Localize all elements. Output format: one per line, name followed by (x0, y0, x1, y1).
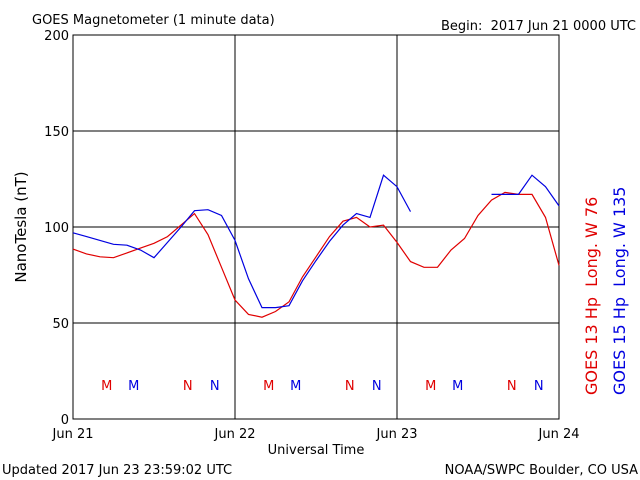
data-line (72, 191, 560, 318)
time-marker: M (425, 379, 436, 394)
time-marker: N (534, 379, 544, 394)
footer-left: Updated 2017 Jun 23 23:59:02 UTC (2, 463, 232, 478)
time-marker: M (263, 379, 274, 394)
time-marker: N (345, 379, 355, 394)
x-tick-label: Jun 23 (376, 427, 418, 442)
time-marker: M (290, 379, 301, 394)
data-line (72, 174, 560, 309)
y-tick-label: 50 (52, 317, 69, 332)
plot-frame (72, 34, 560, 420)
time-marker: M (128, 379, 139, 394)
time-marker: M (452, 379, 463, 394)
y-tick-label: 0 (61, 413, 69, 428)
y-tick-label: 150 (44, 125, 69, 140)
legend-entry: GOES 13 Hp Long. W 76 (582, 197, 601, 395)
y-tick-label: 200 (44, 29, 69, 44)
time-marker: N (183, 379, 193, 394)
y-tick-label: 100 (44, 221, 69, 236)
legend-entry: GOES 15 Hp Long. W 135 (610, 187, 629, 395)
footer-right: NOAA/SWPC Boulder, CO USA (445, 463, 638, 478)
chart-title: GOES Magnetometer (1 minute data) (32, 13, 275, 28)
x-tick-label: Jun 21 (52, 427, 94, 442)
time-marker: N (507, 379, 517, 394)
chart-subtitle: Begin: 2017 Jun 21 0000 UTC (441, 19, 636, 34)
x-tick-label: Jun 22 (214, 427, 256, 442)
x-tick-label: Jun 24 (538, 427, 580, 442)
y-axis-label: NanoTesla (nT) (12, 171, 30, 282)
time-marker: N (210, 379, 220, 394)
x-axis-label: Universal Time (268, 443, 365, 458)
time-marker: N (372, 379, 382, 394)
time-marker: M (101, 379, 112, 394)
